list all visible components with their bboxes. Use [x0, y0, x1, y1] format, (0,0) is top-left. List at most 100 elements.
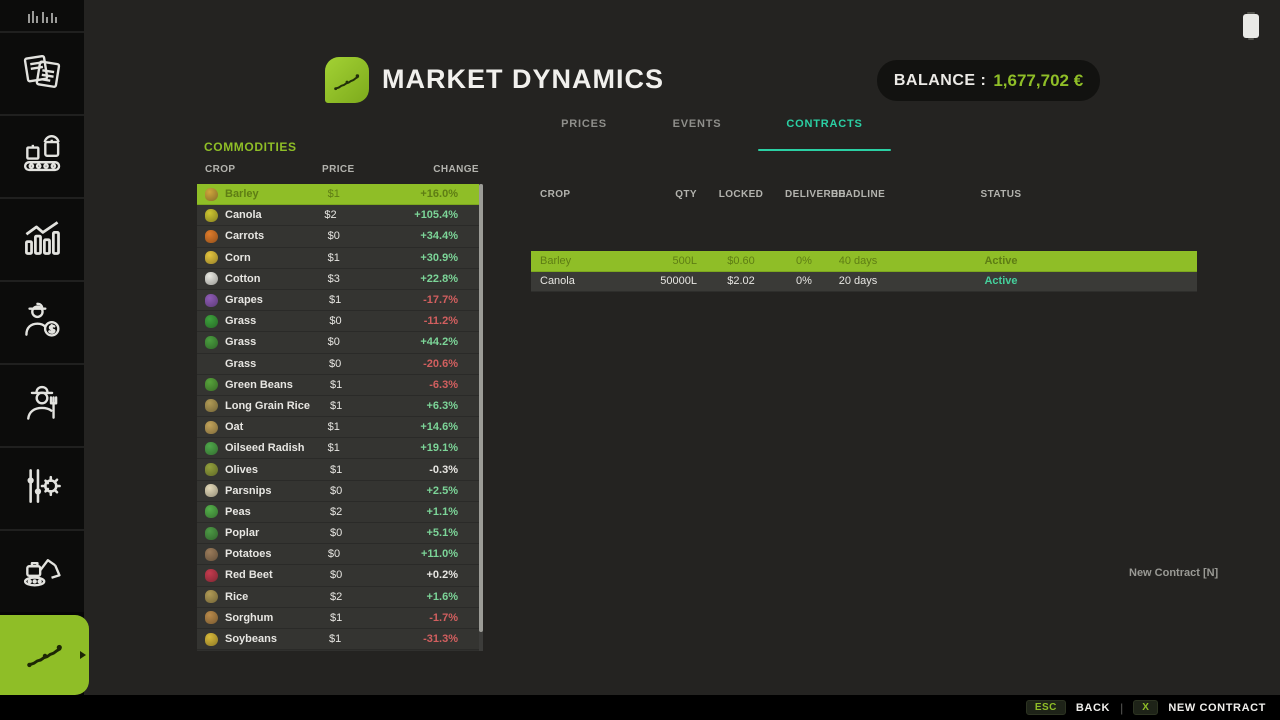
crop-change: -31.3% [423, 633, 458, 646]
contracts-header-crop: CROP [540, 189, 571, 200]
crop-name: Soybeans [225, 633, 277, 646]
sidebar-item-workers[interactable] [0, 363, 84, 446]
contract-crop: Barley [540, 254, 572, 267]
crop-price: $0 [327, 336, 340, 349]
market-dynamics-logo [325, 57, 369, 103]
sidebar-item-statistics[interactable] [0, 197, 84, 280]
crop-icon [205, 611, 218, 625]
commodity-row-sorghum[interactable]: Sorghum $1 -1.7% [197, 607, 483, 629]
commodity-row-potatoes[interactable]: Potatoes $0 +11.0% [197, 544, 483, 566]
sidebar-item-sales[interactable] [0, 280, 84, 363]
commodity-row-barley[interactable]: Barley $1 +16.0% [197, 184, 483, 206]
commodity-row-parsnips[interactable]: Parsnips $0 +2.5% [197, 480, 483, 502]
contracts-column-headers: CROP QTY LOCKED DELIVERED DEADLINE STATU… [531, 189, 1197, 200]
tab-prices[interactable]: PRICES [552, 118, 616, 130]
commodity-row-red-beet[interactable]: Red Beet $0 +0.2% [197, 565, 483, 587]
crop-change: -0.3% [429, 463, 458, 476]
footer-shortcut-bar: ESC BACK | X NEW CONTRACT [0, 695, 1280, 720]
commodity-row-grass[interactable]: Grass $0 +44.2% [197, 332, 483, 354]
tab-bar: PRICES EVENTS CONTRACTS [0, 118, 1280, 154]
crop-price: $1 [330, 378, 343, 391]
contracts-header-locked: LOCKED [718, 189, 764, 200]
crop-price: $1 [330, 399, 343, 412]
tab-events[interactable]: EVENTS [662, 118, 732, 130]
commodity-row-poplar[interactable]: Poplar $0 +5.1% [197, 523, 483, 545]
crop-name: Cotton [225, 272, 261, 285]
commodity-row-rice[interactable]: Rice $2 +1.6% [197, 586, 483, 608]
excavator-icon [20, 547, 64, 596]
commodity-row-grass[interactable]: Grass $0 -11.2% [197, 311, 483, 333]
contract-row-canola[interactable]: Canola 50000L $2.02 0% 20 days Active [531, 271, 1197, 292]
commodity-row-green-beans[interactable]: Green Beans $1 -6.3% [197, 374, 483, 396]
contracts-header-qty: QTY [675, 189, 697, 200]
crop-change: -20.6% [423, 357, 458, 370]
commodity-row-oilseed-radish[interactable]: Oilseed Radish $1 +19.1% [197, 438, 483, 460]
commodity-row-soybeans[interactable]: Soybeans $1 -31.3% [197, 628, 483, 651]
crop-change: +30.9% [420, 251, 458, 264]
commodities-scrollbar[interactable] [479, 184, 483, 651]
commodity-row-canola[interactable]: Canola $2 +105.4% [197, 205, 483, 227]
crop-name: Potatoes [225, 548, 272, 561]
crop-price: $0 [329, 357, 342, 370]
commodity-row-grass[interactable]: Grass $0 -20.6% [197, 353, 483, 375]
crop-change: -6.3% [429, 378, 458, 391]
tab-contracts[interactable]: CONTRACTS [758, 118, 891, 151]
crop-name: Barley [225, 188, 259, 201]
crop-icon [205, 208, 218, 222]
active-tab-underline [758, 149, 891, 151]
shortcut-divider: | [1120, 700, 1124, 715]
sidebar-item-construction[interactable] [0, 529, 84, 612]
commodity-row-peas[interactable]: Peas $2 +1.1% [197, 501, 483, 523]
stats-icon [20, 215, 64, 264]
scrollbar-thumb[interactable] [479, 184, 483, 633]
crop-icon [205, 632, 218, 646]
contract-status: Active [984, 275, 1018, 288]
crop-price: $1 [327, 251, 340, 264]
crop-price: $1 [330, 463, 343, 476]
sidebar-item-settings[interactable] [0, 446, 84, 529]
crop-name: Sorghum [225, 611, 274, 624]
crop-change: +44.2% [420, 336, 458, 349]
crop-change: +105.4% [414, 209, 458, 222]
crop-icon [205, 590, 218, 604]
sidebar-item-production[interactable] [0, 114, 84, 197]
contract-row-barley[interactable]: Barley 500L $0.60 0% 40 days Active [531, 251, 1197, 272]
contract-qty: 500L [672, 254, 697, 267]
commodity-row-oat[interactable]: Oat $1 +14.6% [197, 417, 483, 439]
crop-icon [205, 251, 218, 265]
sidebar-item-market-dynamics[interactable] [0, 615, 89, 695]
crop-icon [205, 399, 218, 413]
sidebar-item-buildings[interactable] [0, 0, 84, 31]
commodity-row-cotton[interactable]: Cotton $3 +22.8% [197, 268, 483, 290]
commodities-header-change: CHANGE [433, 164, 479, 175]
crop-price: $1 [327, 421, 340, 434]
commodity-row-carrots[interactable]: Carrots $0 +34.4% [197, 226, 483, 248]
settings-icon [20, 464, 64, 513]
contract-deadline: 40 days [838, 254, 878, 267]
crop-price: $1 [329, 294, 342, 307]
crop-icon [205, 441, 218, 455]
crop-name: Corn [225, 251, 251, 264]
shortcut-label-back[interactable]: BACK [1075, 701, 1111, 714]
contract-locked: $0.60 [727, 254, 755, 267]
contract-status: Active [984, 254, 1018, 267]
documents-icon [20, 49, 64, 98]
crop-price: $2 [324, 209, 337, 222]
balance-value: 1,677,702 € [993, 70, 1084, 90]
crop-icon [205, 187, 218, 201]
crop-price: $0 [329, 315, 342, 328]
contracts-header-deadline: DEADLINE [830, 189, 886, 200]
commodity-row-grapes[interactable]: Grapes $1 -17.7% [197, 289, 483, 312]
commodity-row-olives[interactable]: Olives $1 -0.3% [197, 459, 483, 481]
key-badge-esc[interactable]: ESC [1025, 700, 1066, 715]
crop-name: Grass [225, 315, 257, 328]
key-badge-x[interactable]: X [1133, 700, 1159, 715]
sidebar-item-documents[interactable] [0, 31, 84, 114]
crop-change: +34.4% [420, 230, 458, 243]
commodity-row-corn[interactable]: Corn $1 +30.9% [197, 247, 483, 269]
crop-change: +22.8% [420, 272, 458, 285]
shortcut-label-new-contract[interactable]: NEW CONTRACT [1168, 701, 1266, 714]
crop-icon [205, 293, 218, 307]
crop-icon [205, 526, 218, 540]
commodity-row-long-grain-rice[interactable]: Long Grain Rice $1 +6.3% [197, 395, 483, 418]
